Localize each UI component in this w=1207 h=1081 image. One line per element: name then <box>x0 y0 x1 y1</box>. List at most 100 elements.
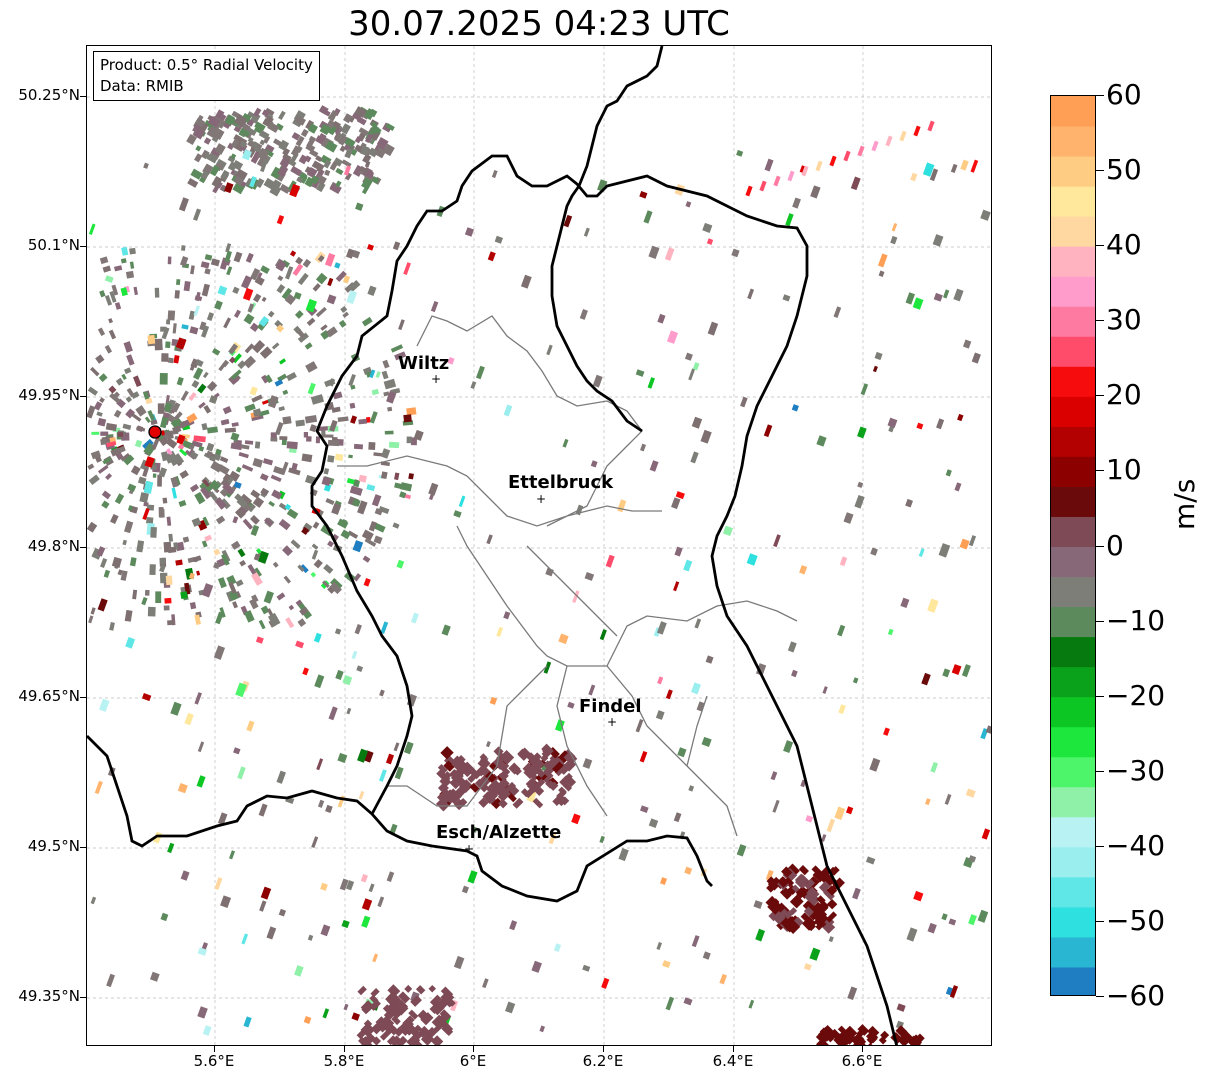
echo-pixel <box>258 316 270 327</box>
echo-pixel <box>782 887 792 898</box>
echo-pixel <box>231 540 241 550</box>
echo-pixel <box>176 279 181 286</box>
echo-pixel <box>183 280 191 292</box>
echo-pixel <box>202 516 210 527</box>
echo-pixel <box>100 558 108 568</box>
echo-pixel <box>282 389 289 395</box>
echo-pixel <box>233 309 241 318</box>
lat-label: 49.35°N <box>18 987 80 1005</box>
echo-pixel <box>765 895 780 910</box>
echo-pixel <box>166 516 172 526</box>
echo-pixel <box>354 106 367 119</box>
echo-pixel <box>171 402 181 413</box>
echo-pixel <box>284 503 292 511</box>
echo-pixel <box>618 847 629 862</box>
echo-pixel <box>304 415 318 424</box>
echo-pixel <box>368 883 375 893</box>
echo-pixel <box>617 499 627 513</box>
echo-pixel <box>279 183 291 194</box>
echo-pixel <box>910 172 918 182</box>
echo-pixel <box>821 834 827 842</box>
echo-pixel <box>369 369 376 379</box>
echo-pixel <box>228 581 237 594</box>
echo-pixel <box>247 139 255 148</box>
map-canvas: Wiltz + Ettelbruck + Findel + Esch/Alzet… <box>87 46 991 1045</box>
echo-pixel <box>242 287 254 301</box>
echo-pixel <box>244 177 253 188</box>
echo-pixel <box>206 126 219 139</box>
echo-pixel <box>807 893 820 906</box>
echo-pixel <box>238 452 249 459</box>
echo-pixel <box>437 763 448 774</box>
echo-pixel <box>194 614 201 625</box>
map-title: 30.07.2025 04:23 UTC <box>348 4 730 44</box>
echo-pixel <box>325 498 335 506</box>
echo-pixel <box>186 412 198 424</box>
echo-pixel <box>285 617 295 629</box>
echo-pixel <box>968 535 977 547</box>
echo-pixel <box>162 497 168 504</box>
echo-pixel <box>430 300 439 313</box>
echo-pixel <box>517 747 532 761</box>
echo-pixel <box>552 761 564 774</box>
echo-pixel <box>954 482 962 492</box>
echo-pixel <box>121 246 129 256</box>
echo-pixel <box>136 540 145 553</box>
echo-pixel <box>93 401 103 411</box>
echo-pixel <box>193 127 205 140</box>
echo-pixel <box>304 342 313 350</box>
echo-pixel <box>198 401 206 409</box>
echo-pixel <box>130 465 141 476</box>
colorbar-band <box>1051 696 1095 728</box>
echo-pixel <box>320 882 328 891</box>
echo-pixel <box>250 489 261 499</box>
echo-pixel <box>282 416 292 425</box>
echo-pixel <box>486 534 493 545</box>
echo-pixel <box>179 420 187 429</box>
echo-pixel <box>324 140 338 153</box>
echo-pixel <box>764 158 774 172</box>
echo-pixel <box>358 790 365 800</box>
echo-pixel <box>312 283 321 292</box>
echo-pixel <box>94 780 103 795</box>
echo-pixel <box>845 806 854 815</box>
echo-pixel <box>362 153 372 164</box>
echo-pixel <box>905 498 913 508</box>
echo-pixel <box>364 133 373 144</box>
echo-pixel <box>114 302 122 310</box>
echo-pixel <box>126 354 135 366</box>
echo-pixel <box>176 376 184 386</box>
echo-pixel <box>295 135 305 147</box>
echo-pixel <box>408 1009 419 1020</box>
echo-pixel <box>143 480 154 494</box>
echo-pixel <box>288 467 301 476</box>
city-marker-wiltz: + <box>431 372 441 386</box>
echo-pixel <box>267 121 280 133</box>
echo-pixel <box>252 340 266 354</box>
echo-pixel <box>396 559 405 569</box>
city-markers: Wiltz + Ettelbruck + Findel + Esch/Alzet… <box>148 353 642 856</box>
echo-pixel <box>320 108 331 117</box>
echo-pixel <box>276 284 286 294</box>
echo-pixel <box>87 521 98 533</box>
echo-pixel <box>688 368 696 381</box>
echo-pixel <box>254 121 266 132</box>
echo-pixel <box>357 985 367 996</box>
echo-pixel <box>250 153 260 164</box>
echo-pixel <box>390 344 404 353</box>
echo-pixel <box>671 497 681 510</box>
echo-pixel <box>159 373 168 385</box>
colorbar-tick <box>1096 470 1104 471</box>
echo-pixel <box>394 351 407 361</box>
echo-pixel <box>440 986 454 999</box>
echo-pixel <box>435 797 450 812</box>
echo-pixel <box>384 430 394 435</box>
echo-pixel <box>186 133 197 145</box>
echo-pixel <box>324 252 336 267</box>
echo-pixel <box>291 462 298 471</box>
border-luxembourg-main <box>310 154 898 1045</box>
echo-pixel <box>314 674 325 689</box>
echo-pixel <box>601 977 610 989</box>
colorbar-band <box>1051 156 1095 187</box>
echo-pixel <box>159 557 166 565</box>
